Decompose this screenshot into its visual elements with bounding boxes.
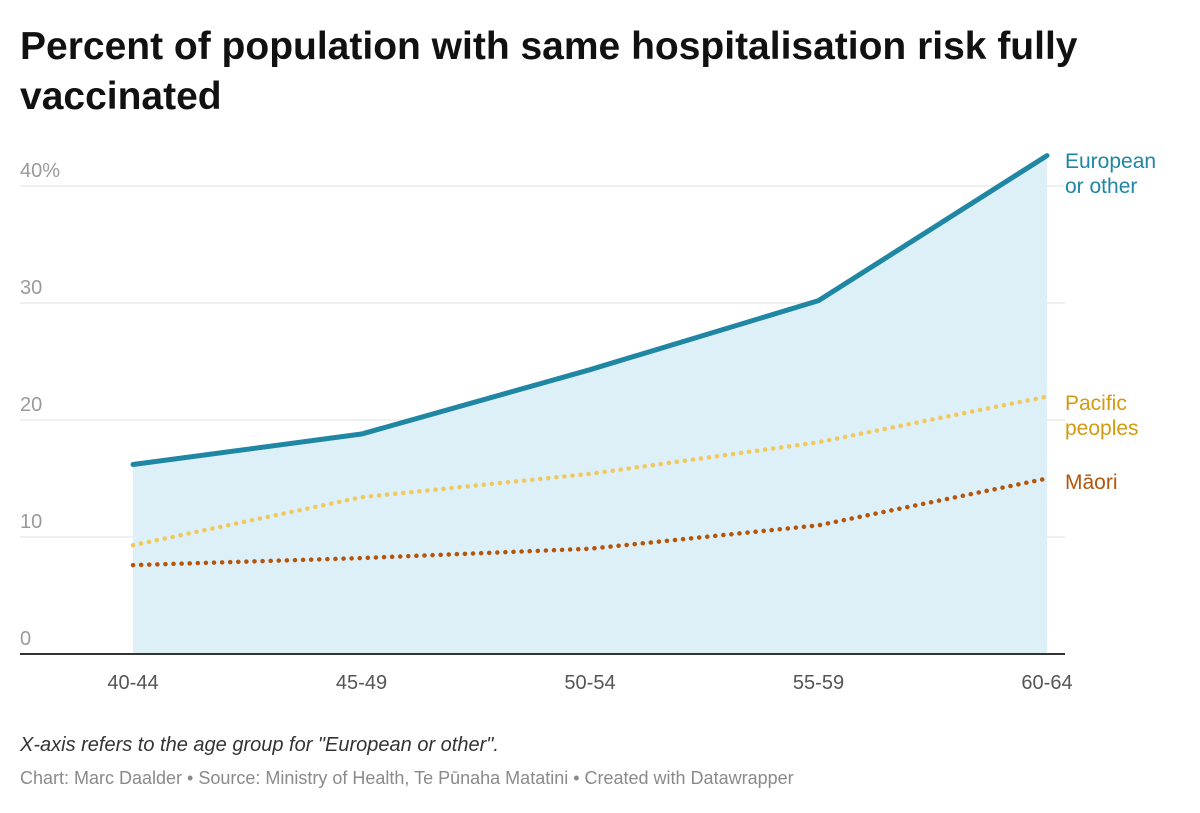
chart-credits: Chart: Marc Daalder • Source: Ministry o… [20,768,794,788]
area-european-or-other [133,155,1047,654]
x-tick-label: 40-44 [107,672,158,694]
series-label-line: or other [1065,175,1137,198]
series-label-0: European or other [1065,150,1156,198]
series-line-0 [130,153,1050,467]
series-lines [130,153,1050,568]
y-tick-label: 0 [20,628,31,650]
x-tick-label: 50-54 [564,672,615,694]
series-label-line: European [1065,150,1156,173]
x-tick-label: 55-59 [793,672,844,694]
series-line-1 [130,394,1050,548]
x-axis-ticks: 40-44 45-49 50-54 55-59 60-64 [20,653,1073,694]
series-label-2: Māori [1065,471,1118,494]
series-labels: European or other Pacific peoples Māori [1065,150,1156,494]
series-label-line: Pacific [1065,392,1127,415]
y-tick-label: 40% [20,160,60,182]
series-label-line: Māori [1065,471,1118,494]
chart-title: Percent of population with same hospital… [20,25,1078,118]
chart-note: X-axis refers to the age group for "Euro… [20,734,499,756]
x-tick-label: 45-49 [336,672,387,694]
y-tick-label: 10 [20,511,42,533]
area-fill [133,155,1047,654]
x-tick-label: 60-64 [1021,672,1072,694]
y-tick-label: 30 [20,277,42,299]
y-tick-label: 20 [20,394,42,416]
series-label-1: Pacific peoples [1065,392,1139,440]
series-label-line: peoples [1065,417,1139,440]
series-line-2 [130,476,1050,568]
y-axis-ticks: 0 10 20 30 40% [20,160,60,650]
